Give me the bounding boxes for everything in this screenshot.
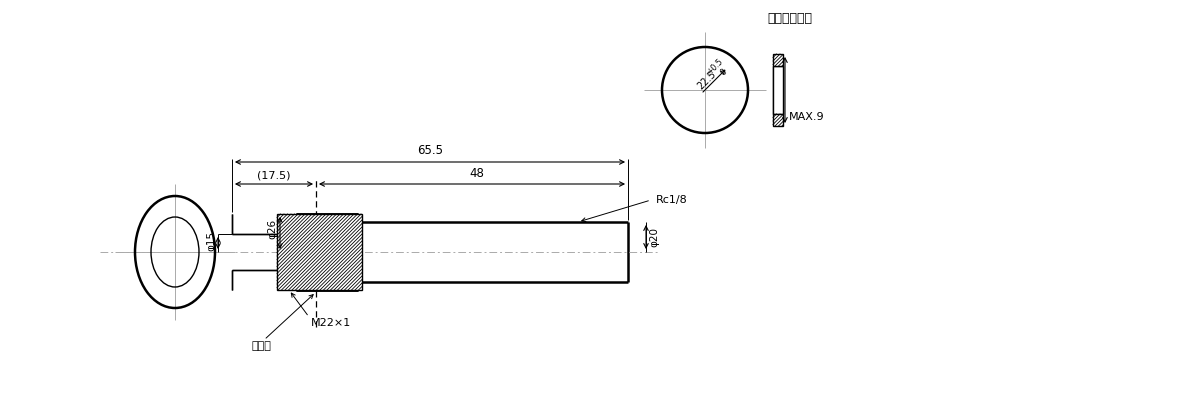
Text: φ15: φ15 <box>206 231 216 251</box>
Text: M22×1: M22×1 <box>311 318 351 328</box>
Text: +0.5
  0: +0.5 0 <box>706 57 732 83</box>
Bar <box>277 214 362 290</box>
Text: 22.5: 22.5 <box>696 69 719 91</box>
Bar <box>773 66 783 114</box>
Text: 65.5: 65.5 <box>417 144 443 157</box>
Text: パネル: パネル <box>252 341 271 351</box>
Text: 48: 48 <box>470 167 484 180</box>
Text: パネル取付穴: パネル取付穴 <box>768 12 812 25</box>
Bar <box>773 114 783 126</box>
Text: (17.5): (17.5) <box>258 170 291 180</box>
Text: φ20: φ20 <box>649 227 659 247</box>
Text: φ26: φ26 <box>267 219 277 239</box>
Text: Rc1/8: Rc1/8 <box>657 195 688 205</box>
Text: MAX.9: MAX.9 <box>789 112 824 122</box>
Bar <box>773 54 783 66</box>
